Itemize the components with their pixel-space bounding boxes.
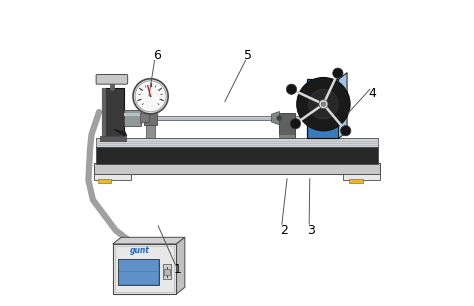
Circle shape — [333, 68, 343, 78]
Bar — [118, 259, 159, 285]
Bar — [146, 118, 155, 138]
Bar — [152, 116, 310, 120]
Circle shape — [299, 101, 312, 114]
Circle shape — [290, 119, 301, 129]
Circle shape — [321, 102, 326, 106]
Bar — [102, 88, 124, 138]
Circle shape — [286, 84, 297, 95]
Bar — [102, 88, 106, 138]
Text: 5: 5 — [244, 50, 252, 62]
Bar — [119, 260, 158, 271]
Bar — [163, 264, 171, 279]
Bar — [164, 269, 170, 274]
Bar — [119, 272, 158, 284]
Circle shape — [309, 89, 338, 119]
Polygon shape — [114, 129, 127, 136]
Circle shape — [133, 79, 168, 114]
Bar — [96, 138, 378, 147]
Circle shape — [337, 100, 348, 111]
Circle shape — [150, 95, 152, 97]
Bar — [96, 147, 378, 164]
Circle shape — [277, 116, 282, 121]
Polygon shape — [338, 73, 347, 138]
Bar — [100, 136, 127, 141]
Bar — [98, 179, 111, 183]
Bar — [307, 79, 338, 138]
Polygon shape — [113, 237, 185, 244]
Text: 6: 6 — [153, 50, 161, 62]
Bar — [144, 113, 157, 125]
Bar — [349, 179, 363, 183]
Bar — [115, 246, 174, 292]
Polygon shape — [176, 237, 185, 294]
Text: 3: 3 — [307, 224, 315, 237]
Bar — [94, 174, 131, 180]
Polygon shape — [271, 111, 280, 125]
Circle shape — [135, 81, 166, 112]
Polygon shape — [141, 113, 150, 123]
Text: 2: 2 — [280, 224, 288, 237]
Bar — [113, 244, 176, 294]
Bar — [124, 110, 141, 126]
Circle shape — [297, 77, 350, 131]
Circle shape — [340, 125, 351, 136]
Text: gunt: gunt — [129, 246, 149, 255]
Bar — [124, 113, 141, 117]
Bar — [94, 163, 380, 174]
Text: 4: 4 — [368, 88, 376, 100]
Bar — [343, 174, 380, 180]
Bar — [280, 113, 295, 138]
FancyBboxPatch shape — [96, 74, 128, 84]
Text: 1: 1 — [174, 263, 182, 276]
Circle shape — [319, 100, 328, 109]
Bar — [280, 135, 295, 138]
